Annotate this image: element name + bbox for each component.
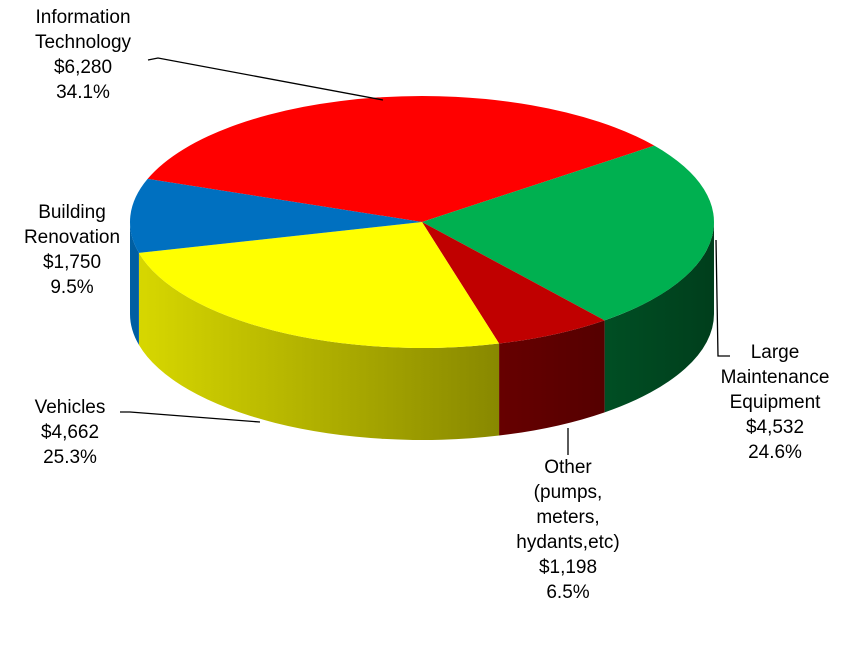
label-percent: 6.5% (546, 582, 590, 603)
leader-line (147, 57, 384, 101)
label-percent: 34.1% (56, 82, 110, 103)
pie-slice-side (130, 222, 139, 345)
side-face (138, 252, 500, 440)
pie-slice (138, 222, 500, 348)
label-category: Information Technology (34, 7, 132, 53)
slice-label: Vehicles $4,662 25.3% (5, 395, 135, 470)
side-face (499, 320, 605, 436)
pie-slice-side (138, 252, 500, 440)
pie-slice (147, 95, 655, 222)
leader-line (120, 411, 261, 423)
label-value: $1,198 (538, 557, 598, 578)
slice-label: Large Maintenance Equipment $4,532 24.6% (705, 340, 842, 465)
label-value: $1,750 (42, 252, 102, 273)
slice-label: Building Renovation $1,750 9.5% (7, 200, 137, 300)
side-face (604, 222, 714, 413)
label-percent: 25.3% (43, 447, 97, 468)
pie-slice-side (499, 320, 605, 436)
pie-slice (422, 145, 714, 321)
label-category: Vehicles (34, 397, 106, 418)
label-category: Building Renovation (23, 202, 121, 248)
pie-slice (422, 222, 605, 344)
pie-slice-side (604, 222, 714, 413)
label-category: Other (pumps, meters, hydants,etc) (516, 457, 620, 553)
label-percent: 24.6% (748, 442, 802, 463)
label-value: $6,280 (53, 57, 113, 78)
slice-label: Other (pumps, meters, hydants,etc) $1,198… (508, 455, 628, 605)
pie-slice (129, 178, 422, 253)
leader-line (715, 239, 730, 357)
slice-label: Information Technology $6,280 34.1% (8, 5, 158, 105)
label-percent: 9.5% (50, 277, 94, 298)
label-value: $4,662 (40, 422, 100, 443)
label-category: Large Maintenance Equipment (720, 342, 830, 413)
pie-tops (129, 95, 714, 348)
pie-sides (130, 222, 714, 440)
side-face (130, 222, 139, 345)
label-value: $4,532 (745, 417, 805, 438)
